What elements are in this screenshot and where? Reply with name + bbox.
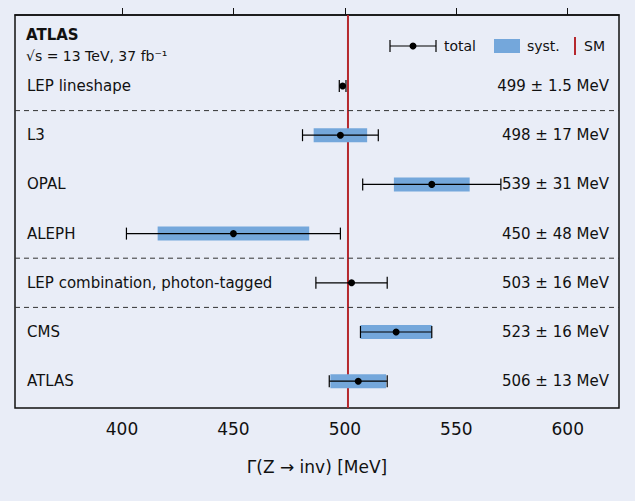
svg-text:syst.: syst.: [527, 38, 560, 54]
svg-text:499 ± 1.5 MeV: 499 ± 1.5 MeV: [497, 77, 610, 95]
svg-text:L3: L3: [27, 126, 45, 144]
svg-text:550: 550: [440, 419, 472, 439]
svg-text:450: 450: [217, 419, 249, 439]
svg-text:539 ± 31 MeV: 539 ± 31 MeV: [502, 175, 610, 193]
svg-text:ATLAS: ATLAS: [26, 26, 79, 44]
svg-text:LEP combination, photon-tagged: LEP combination, photon-tagged: [27, 274, 272, 292]
svg-text:LEP lineshape: LEP lineshape: [27, 77, 131, 95]
svg-text:SM: SM: [584, 38, 605, 54]
svg-text:ALEPH: ALEPH: [27, 225, 75, 243]
svg-text:√s = 13 TeV, 37 fb⁻¹: √s = 13 TeV, 37 fb⁻¹: [26, 48, 167, 64]
svg-text:OPAL: OPAL: [27, 175, 66, 193]
svg-text:450 ± 48 MeV: 450 ± 48 MeV: [502, 225, 610, 243]
svg-text:ATLAS: ATLAS: [27, 372, 74, 390]
svg-text:523 ± 16 MeV: 523 ± 16 MeV: [502, 323, 610, 341]
svg-text:Γ(Z → inv) [MeV]: Γ(Z → inv) [MeV]: [247, 457, 387, 477]
svg-text:503 ± 16 MeV: 503 ± 16 MeV: [502, 274, 610, 292]
svg-text:506 ± 13 MeV: 506 ± 13 MeV: [502, 372, 610, 390]
svg-text:total: total: [444, 38, 476, 54]
svg-text:500: 500: [329, 419, 361, 439]
svg-text:CMS: CMS: [27, 323, 60, 341]
svg-text:498 ± 17 MeV: 498 ± 17 MeV: [502, 126, 610, 144]
svg-text:400: 400: [106, 419, 138, 439]
svg-text:600: 600: [552, 419, 584, 439]
